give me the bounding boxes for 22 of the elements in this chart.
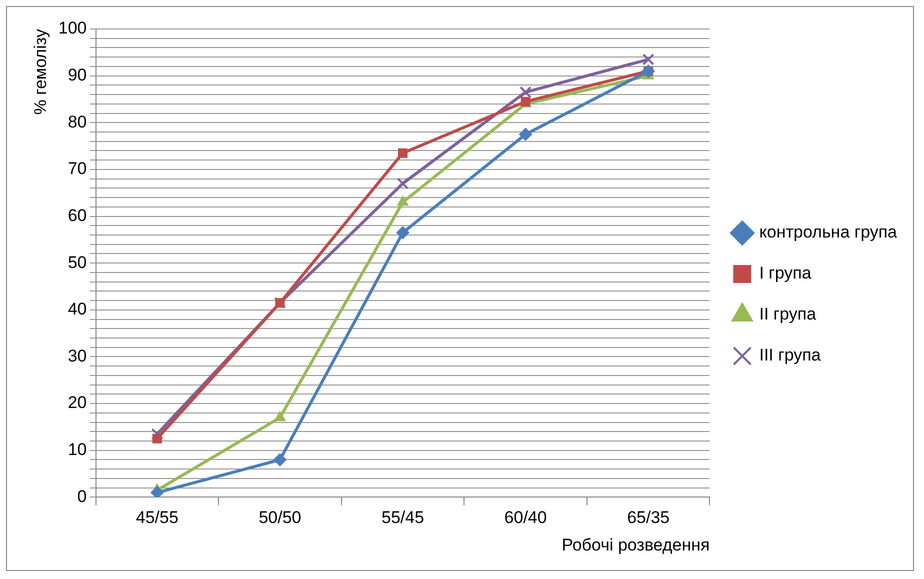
legend-label: контрольна група	[759, 222, 898, 242]
y-tick-label: 10	[68, 440, 87, 460]
y-tick-label: 20	[68, 393, 87, 412]
legend-label: I група	[759, 264, 812, 283]
x-tick-label: 55/45	[381, 508, 424, 528]
x-axis-title: Робочі розведення	[562, 535, 710, 554]
x-tick-label: 60/40	[504, 508, 547, 528]
y-tick-label: 100	[58, 18, 87, 38]
y-tick-label: 70	[68, 159, 87, 178]
y-tick-label: 40	[68, 300, 87, 319]
y-tick-label: 50	[68, 252, 87, 272]
x-tick-label: 65/35	[627, 508, 670, 528]
x-tick-label: 50/50	[258, 508, 302, 528]
y-tick-label: 60	[68, 206, 87, 225]
y-tick-label: 30	[68, 346, 87, 366]
x-tick-label: 45/55	[136, 508, 178, 528]
y-tick-label: 0	[77, 486, 87, 506]
y-tick-label: 90	[68, 66, 87, 85]
legend-label: III група	[759, 346, 822, 365]
y-axis-title: % гемолізу	[30, 28, 50, 115]
legend-label: II група	[759, 304, 817, 324]
y-tick-label: 80	[68, 112, 87, 132]
